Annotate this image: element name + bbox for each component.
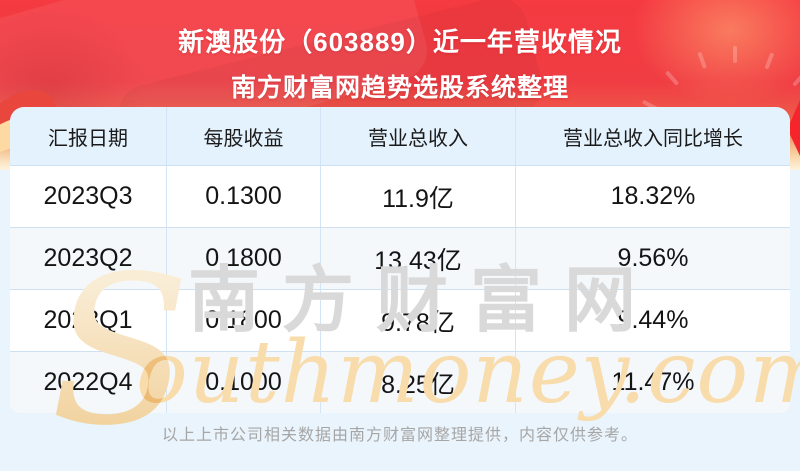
table-row-cell: 18.32% <box>515 165 790 227</box>
table-row-cell: 0.1000 <box>166 351 320 413</box>
table-row-cell: 2023Q3 <box>10 165 166 227</box>
table-row-cell: 2022Q4 <box>10 351 166 413</box>
table-row-cell: 11.47% <box>515 351 790 413</box>
table-row-cell: 0.1800 <box>166 289 320 351</box>
table-row-cell: 0.1800 <box>166 227 320 289</box>
page-title: 新澳股份（603889）近一年营收情况 <box>178 27 622 57</box>
table-row-cell: 9.78亿 <box>320 289 515 351</box>
column-header-eps: 每股收益 <box>166 107 320 165</box>
table-row-cell: 9.44% <box>515 289 790 351</box>
disclaimer-text: 以上上市公司相关数据由南方财富网整理提供，内容仅供参考。 <box>161 427 638 444</box>
table-row-cell: 9.56% <box>515 227 790 289</box>
page-subtitle: 南方财富网趋势选股系统整理 <box>230 74 569 102</box>
table-row-cell: 11.9亿 <box>320 165 515 227</box>
column-header-report-date: 汇报日期 <box>10 107 166 165</box>
revenue-table: 汇报日期 每股收益 营业总收入 营业总收入同比增长 2023Q3 0.1300 … <box>10 107 790 413</box>
table-row-cell: 2023Q2 <box>10 227 166 289</box>
column-header-revenue: 营业总收入 <box>320 107 515 165</box>
column-header-yoy-growth: 营业总收入同比增长 <box>515 107 790 165</box>
table-row-cell: 8.25亿 <box>320 351 515 413</box>
table-row-cell: 2023Q1 <box>10 289 166 351</box>
table-row-cell: 13.43亿 <box>320 227 515 289</box>
table-row-cell: 0.1300 <box>166 165 320 227</box>
